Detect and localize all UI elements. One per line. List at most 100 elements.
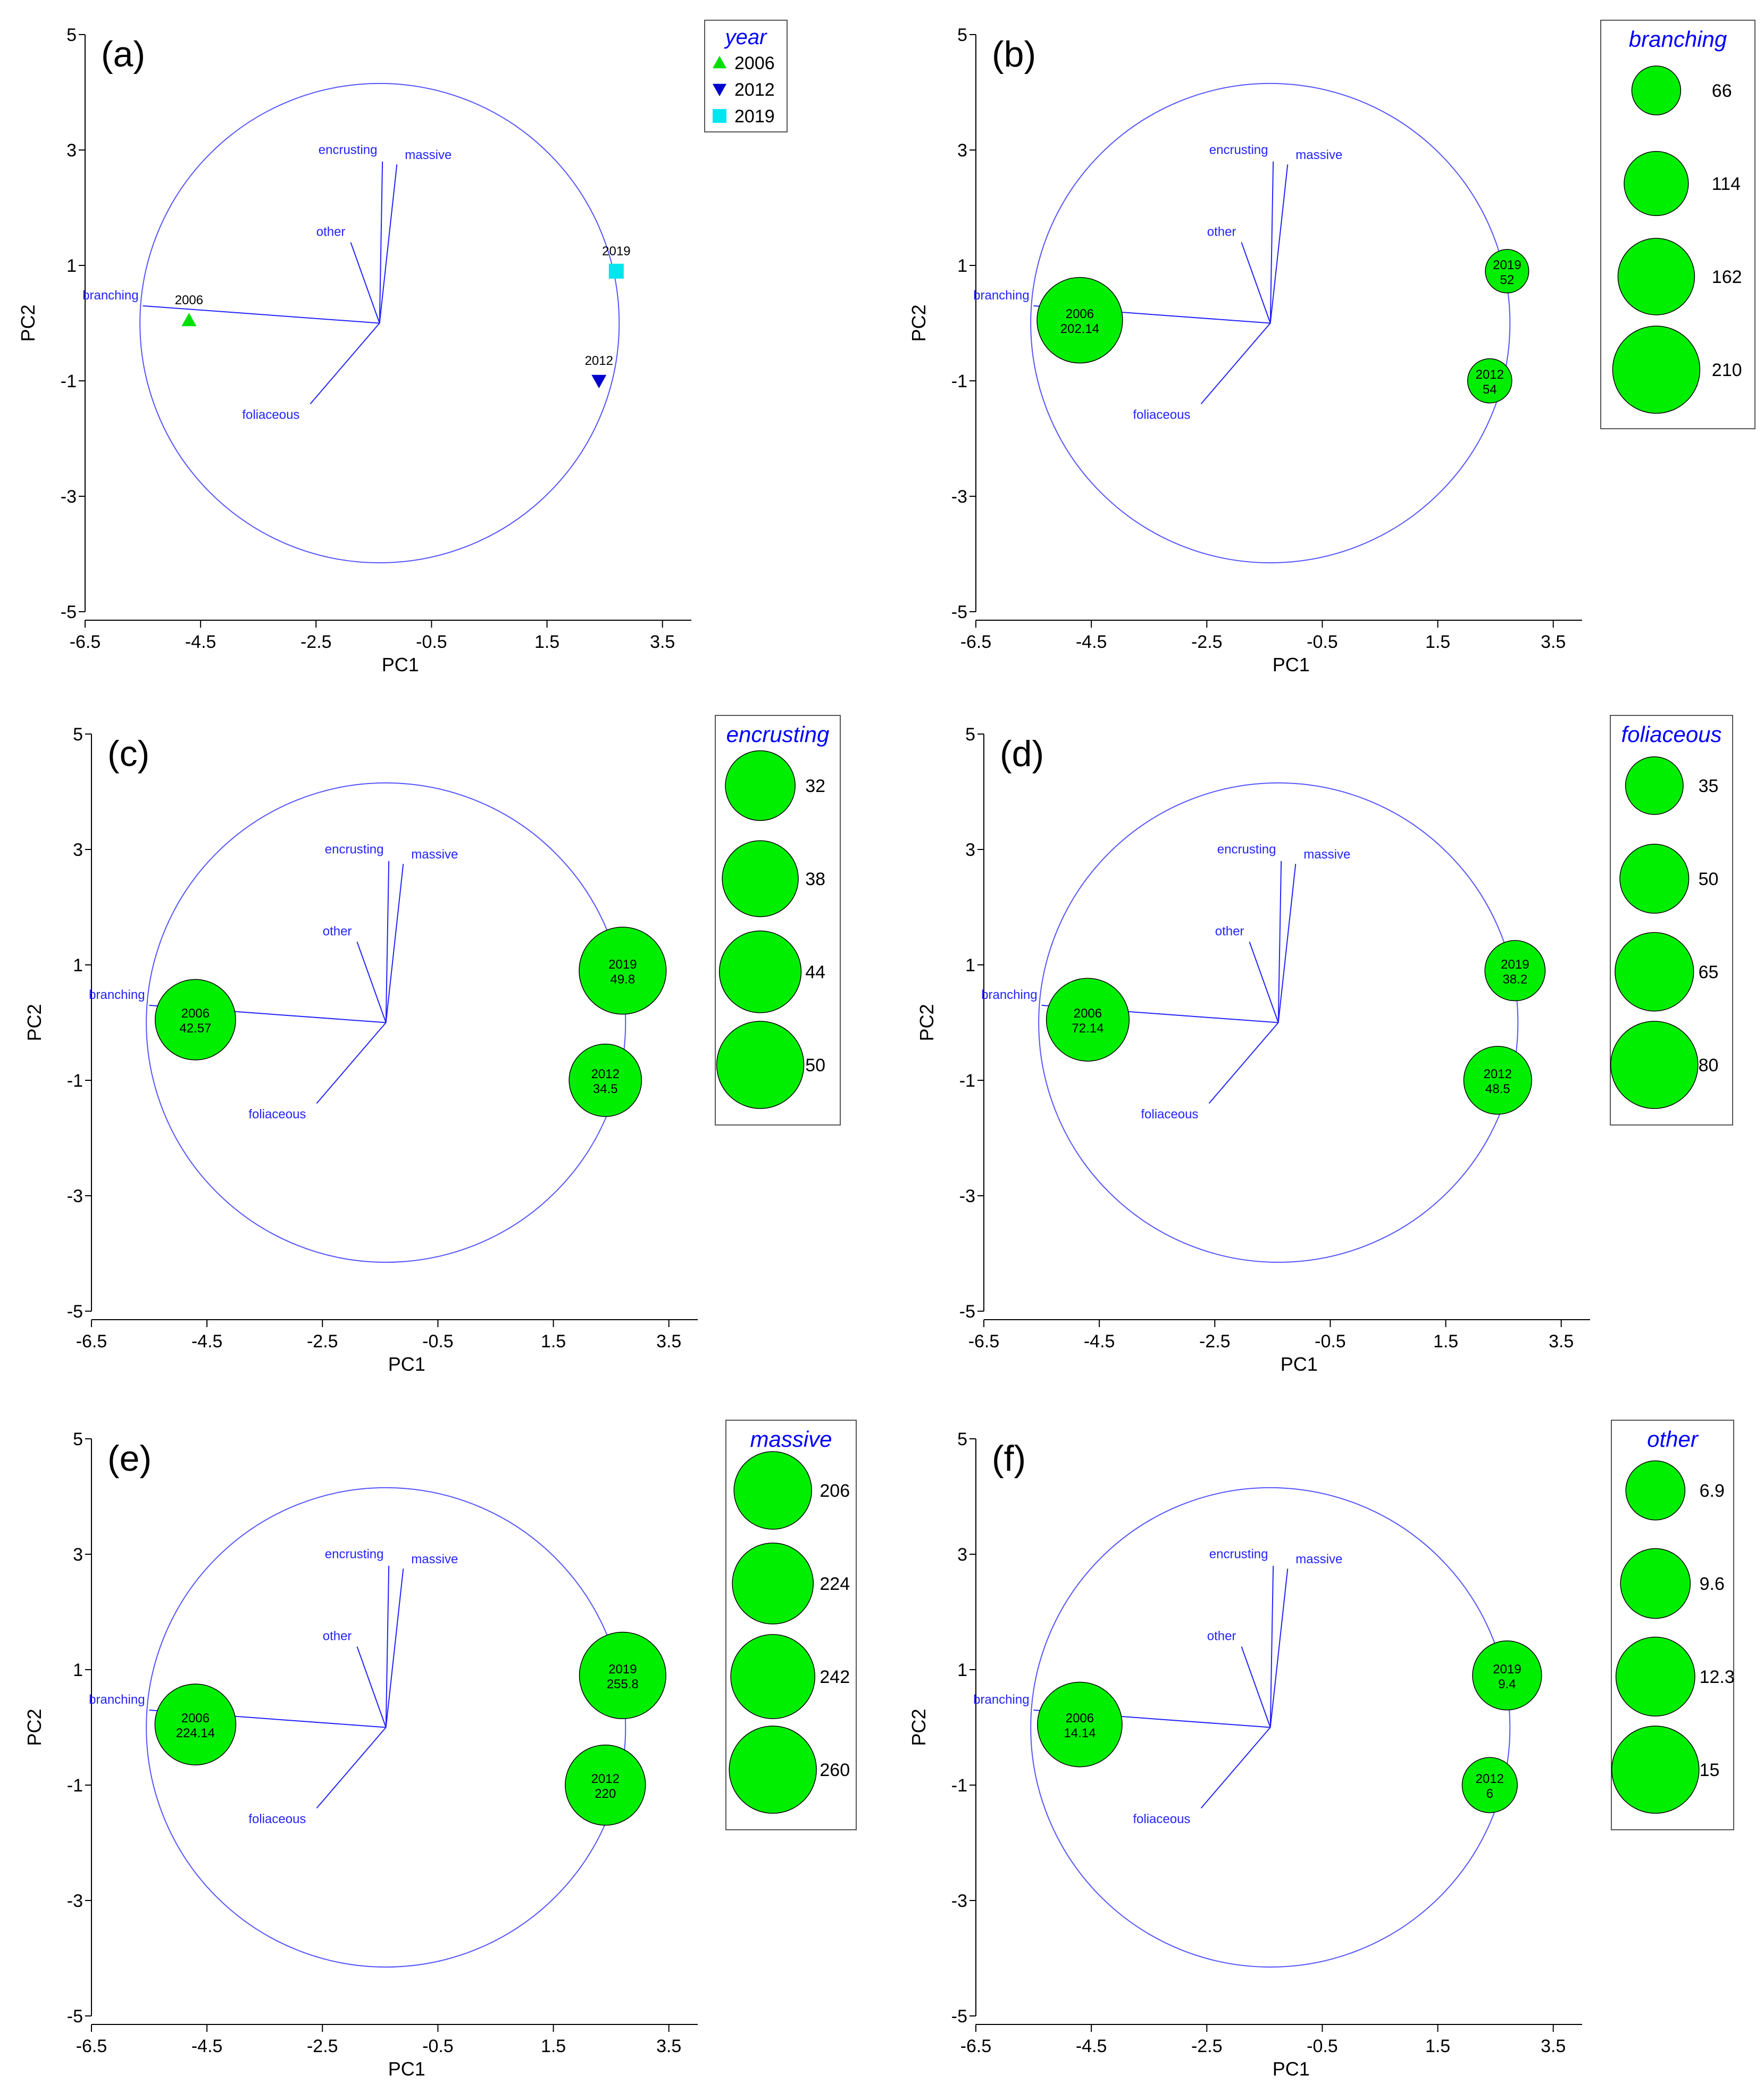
legend-bubble — [1620, 1548, 1691, 1619]
panel-label: (f) — [992, 1438, 1026, 1479]
x-tick-label: -0.5 — [1315, 1331, 1346, 1352]
y-tick-label: -3 — [61, 487, 77, 507]
bubble-value-label: 220 — [595, 1787, 616, 1801]
vector-foliaceous — [316, 1022, 387, 1104]
bubble-value-label: 255.8 — [607, 1677, 639, 1691]
bubble-2012 — [1463, 1046, 1532, 1115]
y-tick-label: 5 — [965, 724, 975, 745]
y-tick-label: 3 — [66, 140, 77, 161]
legend-value: 50 — [805, 1055, 825, 1076]
legend-bubble — [1612, 326, 1701, 414]
vector-label: foliaceous — [1141, 1107, 1198, 1121]
bubble-year-label: 2006 — [181, 1006, 210, 1021]
panel-label: (d) — [1000, 734, 1044, 774]
x-tick-label: -6.5 — [76, 1331, 107, 1352]
legend-value: 80 — [1699, 1055, 1719, 1076]
x-tick-label: 1.5 — [1425, 632, 1450, 652]
chart-panel-3: 5 3 1 -1 -3 -5 -6.5 -4.5 -2.5 -0.5 1.5 3.5 PC1 PC2 (c)… — [23, 715, 841, 1375]
vector-encrusting — [379, 161, 383, 323]
legend-value: 6.9 — [1700, 1481, 1725, 1501]
y-tick-label: 1 — [73, 1660, 83, 1680]
legend-title: foliaceous — [1621, 722, 1721, 747]
legend-value: 66 — [1712, 81, 1732, 101]
x-axis-label: PC1 — [388, 1353, 425, 1375]
chart-panel-5: 5 3 1 -1 -3 -5 -6.5 -4.5 -2.5 -0.5 1.5 3.5 PC1 PC2 (e)… — [23, 1420, 857, 2080]
legend-bubble — [1615, 1636, 1695, 1717]
bubble-year-label: 2019 — [1493, 1662, 1521, 1677]
bubble-year-label: 2012 — [1476, 1772, 1504, 1786]
chart-panel-6: 5 3 1 -1 -3 -5 -6.5 -4.5 -2.5 -0.5 1.5 3.5 PC1 PC2 (f)… — [908, 1420, 1735, 2080]
vector-other — [356, 941, 387, 1023]
correlation-circle — [1030, 1487, 1511, 1968]
legend-value: 65 — [1699, 962, 1719, 982]
bubble-year-label: 2019 — [1493, 258, 1521, 272]
bubble-year-label: 2006 — [1066, 1711, 1094, 1726]
correlation-circle — [139, 82, 620, 564]
x-tick-label: -4.5 — [1076, 632, 1107, 652]
vector-label: branching — [82, 288, 138, 303]
y-axis-label: PC2 — [23, 1708, 45, 1746]
point-2012 — [591, 374, 607, 388]
y-tick-label: -5 — [61, 602, 77, 622]
y-tick-label: -3 — [951, 1891, 967, 1911]
legend-value: 38 — [805, 869, 825, 889]
x-axis-label: PC1 — [1273, 2058, 1310, 2080]
vector-label: foliaceous — [248, 1107, 306, 1121]
bubble-year-label: 2012 — [1484, 1067, 1512, 1081]
x-tick-label: -0.5 — [422, 2036, 454, 2056]
correlation-circle — [146, 1487, 626, 1968]
point-2019 — [608, 263, 624, 279]
vector-label: encrusting — [1209, 143, 1268, 157]
y-tick-label: -5 — [67, 1302, 83, 1322]
x-tick-label: -2.5 — [1191, 2036, 1223, 2056]
bubble-value-label: 42.57 — [179, 1021, 211, 1036]
y-tick-label: -1 — [61, 371, 77, 391]
chart-panel-1: 5 3 1 -1 -3 -5 -6.5 -4.5 -2.5 -0.5 1.5 3.5 PC1 PC2 (a)… — [17, 20, 788, 676]
vector-label: branching — [973, 1693, 1029, 1707]
x-tick-label: -4.5 — [1076, 2036, 1107, 2056]
vector-label: encrusting — [319, 143, 378, 157]
x-tick-label: -4.5 — [191, 2036, 223, 2056]
legend-value: 210 — [1712, 360, 1742, 380]
y-tick-label: 3 — [957, 140, 967, 161]
bubble-year-label: 2019 — [1501, 957, 1529, 972]
y-tick-label: 1 — [957, 1660, 967, 1680]
bubble-value-label: 54 — [1483, 382, 1497, 397]
bubble-year-label: 2019 — [608, 957, 637, 972]
vector-other — [356, 1646, 387, 1728]
bubble-year-label: 2019 — [608, 1662, 637, 1677]
legend-bubble — [716, 1021, 805, 1109]
bubble-value-label: 224.14 — [176, 1726, 215, 1740]
vector-label: foliaceous — [242, 407, 299, 422]
x-tick-label: 1.5 — [541, 2036, 566, 2056]
legend-value: 12.3 — [1700, 1667, 1735, 1687]
vector-label: massive — [405, 148, 452, 162]
legend-value: 35 — [1699, 776, 1719, 796]
x-axis-label: PC1 — [1281, 1353, 1318, 1375]
legend-bubble — [718, 930, 802, 1013]
x-tick-label: -0.5 — [1307, 632, 1338, 652]
legend-bubble — [725, 750, 796, 821]
x-tick-label: -6.5 — [968, 1331, 1000, 1352]
vector-label: encrusting — [1217, 843, 1276, 857]
vector-massive — [1269, 1569, 1289, 1728]
bubble-year-label: 2012 — [591, 1772, 620, 1786]
y-tick-label: -3 — [67, 1891, 83, 1911]
legend-title: massive — [750, 1427, 832, 1452]
vector-label: foliaceous — [248, 1812, 306, 1826]
vector-other — [350, 242, 380, 323]
x-tick-label: 3.5 — [1541, 2036, 1566, 2056]
y-tick-label: -5 — [959, 1302, 975, 1322]
vector-encrusting — [1269, 161, 1274, 323]
point-2006 — [181, 313, 197, 327]
vector-encrusting — [1269, 1565, 1274, 1728]
panel-label: (b) — [992, 34, 1036, 74]
bubble-value-label: 52 — [1500, 273, 1515, 287]
legend-marker-square — [713, 109, 726, 123]
legend-bubble — [1615, 932, 1694, 1012]
point-label: 2012 — [585, 354, 613, 368]
vector-label: branching — [89, 988, 145, 1002]
y-tick-label: 5 — [957, 1429, 967, 1449]
y-tick-label: -1 — [951, 371, 967, 391]
x-tick-label: -2.5 — [1191, 632, 1223, 652]
